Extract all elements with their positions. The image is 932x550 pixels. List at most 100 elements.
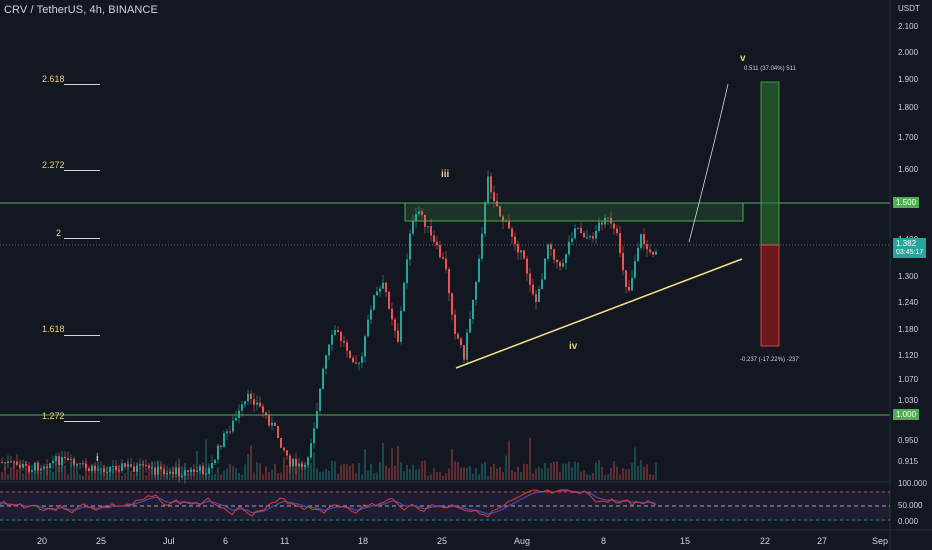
candle-body [520, 250, 522, 253]
y-tick: 1.070 [898, 375, 919, 384]
y-tick: 2.000 [898, 48, 919, 57]
fib-level-line[interactable] [64, 170, 100, 171]
volume-bar [70, 462, 72, 480]
candle-body [517, 244, 519, 253]
fib-level-line[interactable] [64, 335, 100, 336]
candle-body [622, 253, 624, 271]
volume-bar [25, 461, 27, 480]
volume-bar [598, 460, 600, 480]
currency-label: USDT [898, 4, 920, 13]
candle-body [82, 463, 84, 465]
volume-bar [502, 472, 504, 480]
candle-body [28, 465, 30, 472]
volume-bar [1, 472, 3, 480]
upper-level-price-tag: 1.500 [893, 197, 920, 208]
volume-bar [292, 467, 294, 480]
volume-bar [511, 470, 513, 480]
candle-body [364, 336, 366, 357]
candle-body [526, 258, 528, 274]
candle-body [205, 473, 207, 475]
y-tick: 1.180 [898, 325, 919, 334]
volume-bar [79, 474, 81, 480]
volume-bar [421, 460, 423, 480]
candle-body [289, 455, 291, 467]
candle-body [7, 461, 9, 464]
volume-bar [253, 472, 255, 480]
candle-body [52, 460, 54, 464]
volume-bar [478, 474, 480, 480]
volume-bar [469, 465, 471, 480]
bar-countdown: 03:45:17 [896, 249, 924, 256]
fib-level-line[interactable] [64, 238, 100, 239]
volume-bar [433, 468, 435, 480]
y-tick: 1.300 [898, 272, 919, 281]
candle-body [331, 334, 333, 345]
y-tick: 1.900 [898, 75, 919, 84]
stop-zone[interactable] [760, 244, 780, 347]
candle-body [319, 388, 321, 411]
candle-body [394, 319, 396, 331]
resistance-zone[interactable] [404, 202, 744, 222]
candle-body [346, 342, 348, 351]
volume-bar [43, 463, 45, 480]
ascending-trendline[interactable] [455, 258, 743, 369]
candle-body [646, 244, 648, 250]
candle-body [625, 270, 627, 287]
candle-body [208, 468, 210, 474]
oscillator-tick: 100.000 [898, 479, 927, 488]
volume-bar [268, 472, 270, 480]
volume-bar [148, 464, 150, 480]
candle-body [259, 402, 261, 407]
volume-bar [493, 463, 495, 480]
volume-bar [538, 466, 540, 480]
candle-body [400, 310, 402, 342]
volume-bar [649, 474, 651, 480]
candle-body [439, 245, 441, 258]
chart-title: CRV / TetherUS, 4h, BINANCE [4, 4, 158, 16]
volume-bar [76, 463, 78, 480]
candle-body [181, 475, 183, 477]
candle-body [385, 282, 387, 293]
candle-body [118, 470, 120, 472]
candle-body [598, 222, 600, 231]
candle-body [553, 249, 555, 260]
volume-bar [385, 465, 387, 480]
candle-body [256, 402, 258, 405]
candle-body [304, 465, 306, 468]
candle-body [466, 332, 468, 360]
y-tick: 0.950 [898, 436, 919, 445]
candle-body [541, 279, 543, 290]
target-zone[interactable] [760, 81, 780, 246]
volume-bar [445, 473, 447, 480]
volume-bar [514, 471, 516, 480]
candle-body [442, 257, 444, 259]
volume-bar [139, 467, 141, 480]
fib-level-line[interactable] [64, 84, 100, 85]
candle-body [589, 236, 591, 238]
volume-bar [517, 466, 519, 480]
candle-body [532, 284, 534, 295]
candle-body [562, 263, 564, 267]
candle-body [586, 237, 588, 239]
volume-bar [220, 474, 222, 480]
volume-bar [391, 448, 393, 480]
x-tick: 27 [817, 536, 828, 546]
volume-bar [559, 471, 561, 480]
candle-body [574, 228, 576, 239]
candle-body [151, 467, 153, 469]
candle-body [607, 217, 609, 219]
candle-body [388, 292, 390, 309]
candle-body [100, 468, 102, 470]
volume-bar [562, 463, 564, 480]
projection-path[interactable] [688, 83, 729, 243]
current-price-tag: 1.382 03:45:17 [893, 238, 927, 258]
candle-body [382, 282, 384, 289]
candle-body [175, 467, 177, 474]
candlesticks [1, 170, 657, 484]
volume-bar [250, 445, 252, 480]
volume-bar [382, 442, 384, 480]
volume-bar [346, 464, 348, 480]
candle-body [412, 220, 414, 234]
fib-level-line[interactable] [64, 421, 100, 422]
